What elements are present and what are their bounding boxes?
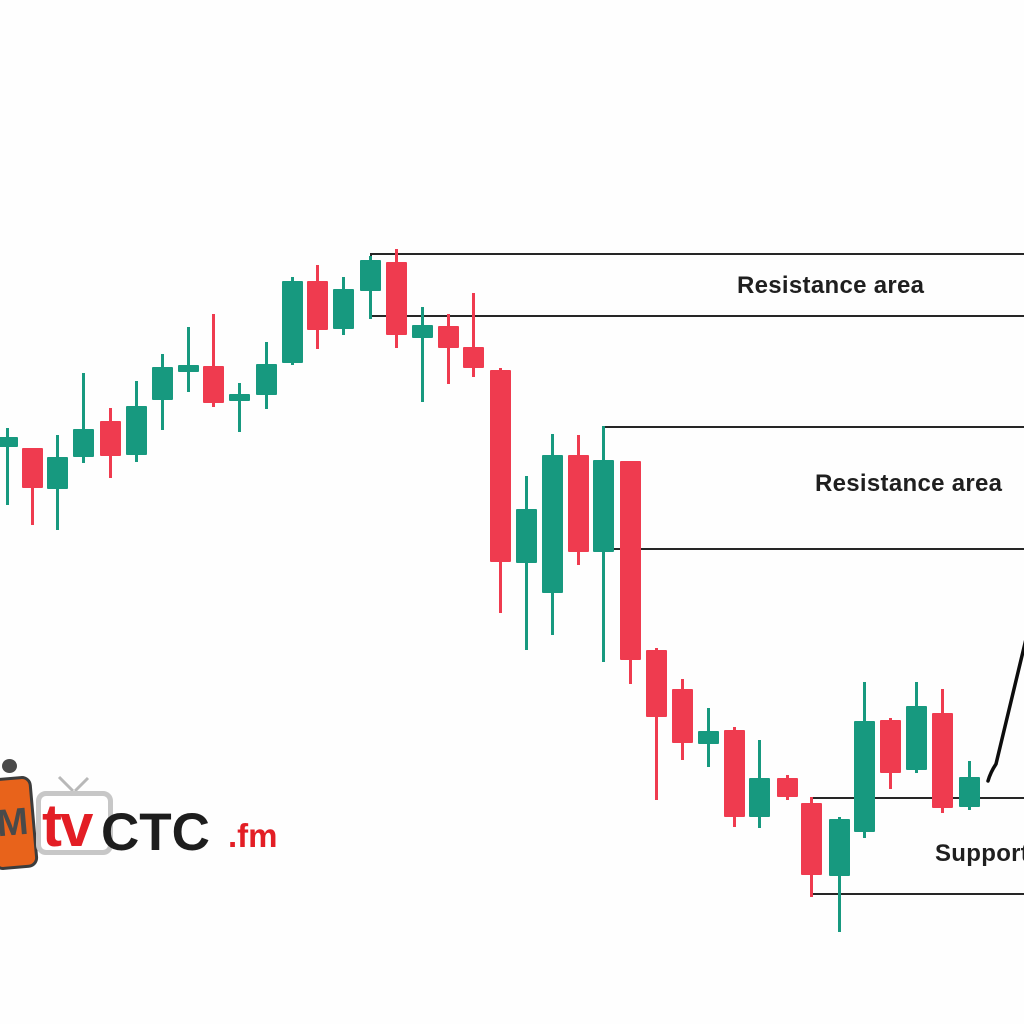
candle-wick xyxy=(446,314,450,384)
brand-logo: M tv CTC .fm xyxy=(0,750,300,880)
bearish-candle-body xyxy=(202,366,224,403)
support-label: Support xyxy=(935,840,1024,867)
candle-wick xyxy=(5,428,9,505)
bearish-candle-body xyxy=(931,713,953,808)
bearish-candle-body xyxy=(671,689,693,743)
bearish-candle-body xyxy=(462,347,484,368)
bullish-candle-body xyxy=(905,706,927,770)
logo-orange-badge: M xyxy=(0,775,39,871)
bullish-candle-body xyxy=(359,260,381,291)
resistance-1-zone-box xyxy=(370,253,1024,317)
bearish-candle-body xyxy=(567,455,589,552)
logo-text-fm: .fm xyxy=(228,817,278,854)
bearish-candle-body xyxy=(385,262,407,335)
bullish-candle-body xyxy=(46,457,68,489)
resistance-area-label-2: Resistance area xyxy=(815,470,1003,497)
bearish-candle-body xyxy=(645,650,667,717)
logo-text-ctc: CTC xyxy=(101,803,210,862)
bullish-candle-body xyxy=(853,721,875,832)
bullish-candle-body xyxy=(828,819,850,876)
tv-screen-icon xyxy=(36,791,113,855)
bullish-candle-body xyxy=(0,437,18,447)
tv-antenna-icon xyxy=(57,775,90,793)
bullish-candle-body xyxy=(125,406,147,455)
bullish-candle-body xyxy=(411,325,433,338)
logo-person-head xyxy=(2,759,17,773)
bearish-candle-body xyxy=(99,421,121,456)
bullish-candle-body xyxy=(281,281,303,363)
bearish-candle-body xyxy=(800,803,822,875)
bearish-candle-body xyxy=(723,730,745,817)
candle-wick xyxy=(524,476,528,650)
bullish-candle-body xyxy=(72,429,94,457)
candle-wick xyxy=(211,314,215,407)
candle-wick xyxy=(81,373,85,463)
candle-wick xyxy=(654,648,658,800)
bearish-candle-body xyxy=(879,720,901,773)
bullish-candle-body xyxy=(228,394,250,401)
logo-badge-mark: M xyxy=(0,800,31,845)
candle-wick xyxy=(420,307,424,402)
bullish-candle-body xyxy=(177,365,199,372)
logo-text-tv: tv xyxy=(42,792,93,859)
resistance-area-label-1: Resistance area xyxy=(737,272,925,299)
arrow-line xyxy=(986,639,1024,783)
bearish-candle-body xyxy=(437,326,459,348)
bullish-candle-body xyxy=(332,289,354,329)
bullish-candle-body xyxy=(541,455,563,593)
bearish-candle-body xyxy=(776,778,798,797)
bullish-candle-body xyxy=(515,509,537,563)
bearish-candle-body xyxy=(489,370,511,562)
bullish-candle-body xyxy=(255,364,277,395)
bullish-candle-body xyxy=(697,731,719,744)
bullish-candle-body xyxy=(592,460,614,552)
bearish-candle-body xyxy=(619,461,641,660)
candle-wick xyxy=(237,383,241,432)
bearish-candle-body xyxy=(21,448,43,488)
bullish-candle-body xyxy=(151,367,173,400)
candle-wick xyxy=(186,327,190,392)
candle-wick xyxy=(471,293,475,377)
bullish-candle-body xyxy=(748,778,770,817)
bearish-candle-body xyxy=(306,281,328,330)
bullish-candle-body xyxy=(958,777,980,807)
